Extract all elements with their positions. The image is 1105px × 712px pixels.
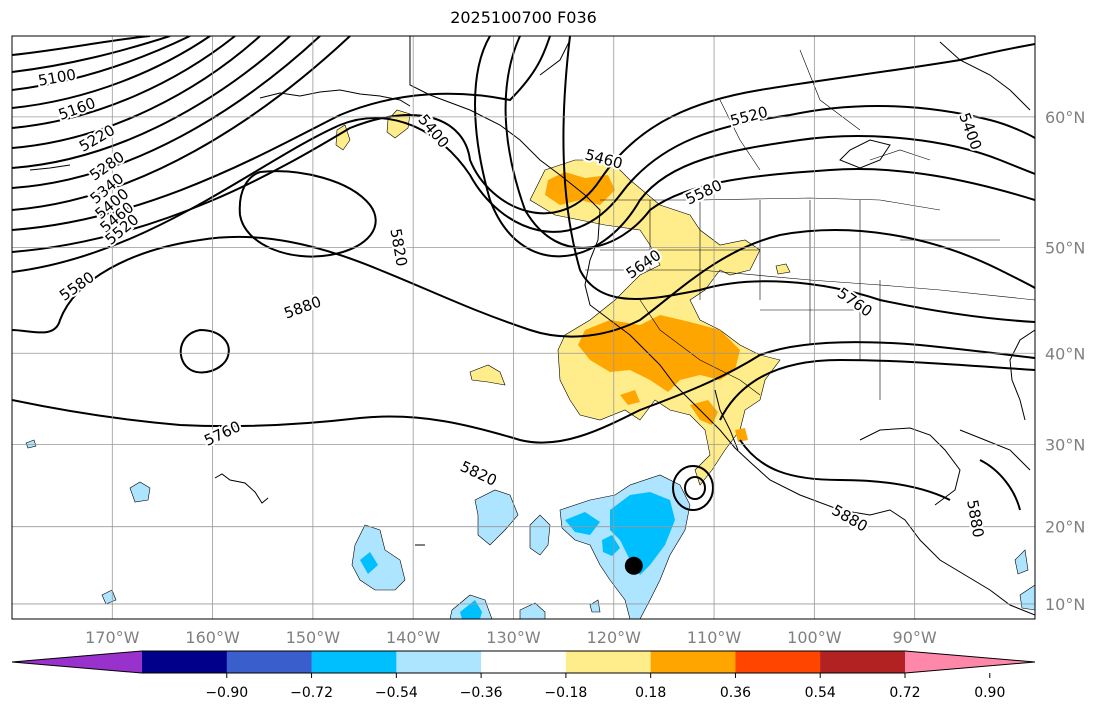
colorbar-extend-low (12, 651, 142, 673)
colorbar-segment (650, 651, 736, 673)
longitude-label: 160°W (185, 628, 240, 647)
longitude-label: 140°W (386, 628, 441, 647)
latitude-label: 30°N (1045, 435, 1085, 454)
longitude-label: 150°W (286, 628, 341, 647)
latitude-label: 10°N (1045, 595, 1085, 614)
latitude-label: 60°N (1045, 108, 1085, 127)
latitude-labels: 60°N 50°N 40°N 30°N 20°N 10°N (1045, 108, 1085, 614)
colorbar-tick-label: 0.54 (805, 685, 836, 701)
colorbar-tick-label: 0.18 (635, 685, 666, 701)
latitude-label: 40°N (1045, 344, 1085, 363)
longitude-labels: 170°W 160°W 150°W 140°W 130°W 120°W 110°W 100°W… (85, 628, 937, 647)
storm-center-marker (624, 556, 643, 575)
map-title: 2025100700 F036 (450, 8, 597, 27)
longitude-label: 120°W (587, 628, 642, 647)
colorbar-tick-label: 0.72 (889, 685, 920, 701)
height-contours (12, 36, 1035, 511)
colorbar-outline (11, 650, 1036, 674)
colorbar-segment (226, 651, 313, 673)
colorbar-tick-label: −0.90 (205, 685, 248, 701)
latitude-label: 50°N (1045, 239, 1085, 258)
coastlines (29, 36, 1035, 616)
longitude-label: 170°W (85, 628, 140, 647)
latitude-label: 20°N (1045, 518, 1085, 537)
colorbar-segment (481, 651, 567, 673)
colorbar-segment (565, 651, 652, 673)
colorbar-tick-label: 0.36 (720, 685, 751, 701)
longitude-label: 100°W (787, 628, 842, 647)
colorbar-tick-label: −0.36 (460, 685, 503, 701)
colorbar-segment (142, 651, 228, 673)
colorbar-tick-label: −0.72 (290, 685, 333, 701)
colorbar-tick-label: 0.90 (974, 685, 1005, 701)
colorbar-segment (820, 651, 906, 673)
colorbar-segment (396, 651, 482, 673)
colorbar-tick-label: −0.54 (375, 685, 418, 701)
colorbar-extend-high (905, 651, 1035, 673)
longitude-label: 90°W (893, 628, 937, 647)
colorbar-tick-label: −0.18 (544, 685, 587, 701)
longitude-label: 110°W (687, 628, 742, 647)
gridlines (12, 36, 1035, 619)
colorbar-segment (311, 651, 397, 673)
colorbar-segment (735, 651, 821, 673)
negative-anomaly-shading (25, 439, 1035, 619)
longitude-label: 130°W (486, 628, 541, 647)
